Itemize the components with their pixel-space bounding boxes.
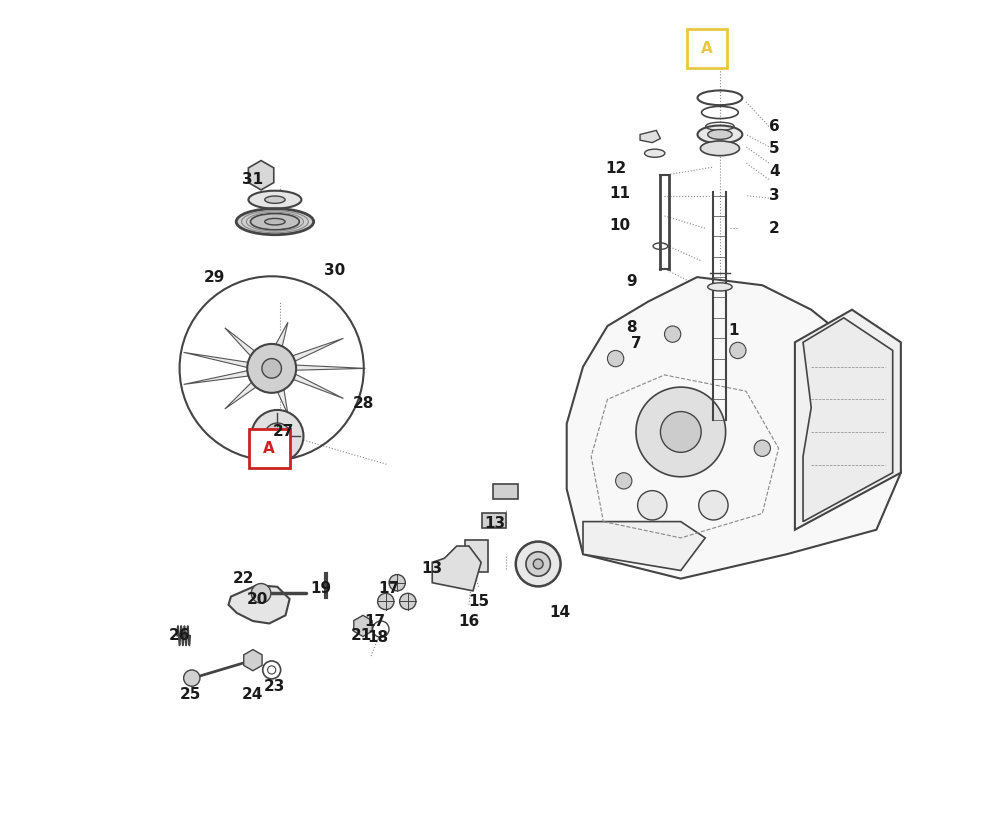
Text: 9: 9: [626, 274, 636, 289]
Circle shape: [637, 491, 666, 520]
Text: 8: 8: [626, 320, 636, 335]
Ellipse shape: [515, 542, 560, 587]
Text: 20: 20: [246, 592, 268, 606]
Text: 21: 21: [351, 628, 372, 643]
Text: 11: 11: [608, 186, 629, 200]
Ellipse shape: [644, 149, 664, 157]
Text: 16: 16: [458, 614, 479, 628]
Bar: [493, 484, 517, 499]
Polygon shape: [803, 318, 892, 522]
Circle shape: [635, 387, 724, 477]
Circle shape: [262, 359, 282, 378]
Polygon shape: [639, 130, 659, 143]
Ellipse shape: [699, 141, 738, 156]
Circle shape: [754, 440, 770, 456]
Circle shape: [729, 342, 745, 359]
Text: 10: 10: [608, 218, 629, 233]
Text: 17: 17: [365, 614, 386, 628]
Ellipse shape: [707, 283, 731, 291]
Text: 23: 23: [264, 679, 286, 694]
Text: 17: 17: [378, 581, 399, 596]
Polygon shape: [267, 322, 288, 368]
Text: 19: 19: [310, 581, 331, 596]
Text: 24: 24: [242, 687, 264, 702]
Polygon shape: [272, 338, 343, 368]
Ellipse shape: [696, 126, 741, 143]
Text: 31: 31: [242, 172, 264, 187]
Circle shape: [399, 593, 416, 610]
Text: 18: 18: [367, 630, 388, 645]
Circle shape: [615, 473, 631, 489]
Text: 30: 30: [324, 263, 345, 278]
Text: 26: 26: [168, 628, 190, 643]
Circle shape: [377, 593, 394, 610]
Text: 25: 25: [179, 687, 200, 702]
Polygon shape: [566, 277, 900, 579]
Ellipse shape: [236, 209, 314, 235]
Circle shape: [265, 423, 291, 449]
Text: 2: 2: [769, 221, 780, 236]
Polygon shape: [795, 310, 900, 530]
Text: A: A: [264, 441, 275, 456]
Circle shape: [607, 350, 623, 367]
Text: 22: 22: [232, 571, 254, 586]
Circle shape: [659, 412, 700, 452]
Polygon shape: [224, 368, 272, 409]
Polygon shape: [183, 352, 272, 369]
Text: 14: 14: [549, 606, 570, 620]
Text: 5: 5: [769, 141, 780, 156]
FancyBboxPatch shape: [248, 429, 290, 468]
Text: 13: 13: [484, 516, 505, 531]
Text: 6: 6: [769, 119, 780, 134]
Text: 1: 1: [727, 323, 738, 337]
Circle shape: [252, 410, 304, 462]
Polygon shape: [272, 368, 343, 399]
Polygon shape: [183, 368, 272, 385]
Ellipse shape: [533, 559, 542, 569]
Polygon shape: [272, 364, 365, 370]
Polygon shape: [432, 546, 481, 591]
Ellipse shape: [265, 218, 285, 225]
Polygon shape: [271, 368, 288, 415]
Bar: [464, 540, 487, 572]
Circle shape: [389, 575, 405, 591]
Circle shape: [183, 670, 199, 686]
Text: 13: 13: [421, 562, 442, 576]
Text: 7: 7: [630, 337, 640, 351]
Text: 27: 27: [273, 425, 294, 439]
Ellipse shape: [265, 196, 285, 204]
Circle shape: [698, 491, 727, 520]
Text: 28: 28: [352, 396, 374, 411]
Ellipse shape: [250, 214, 299, 230]
Text: 15: 15: [468, 594, 489, 609]
Text: 4: 4: [769, 164, 780, 178]
Polygon shape: [224, 328, 272, 368]
FancyBboxPatch shape: [685, 29, 726, 68]
Text: A: A: [700, 42, 712, 56]
Bar: [481, 513, 506, 528]
Text: 29: 29: [203, 270, 225, 284]
Ellipse shape: [707, 130, 731, 139]
Polygon shape: [582, 522, 704, 570]
Ellipse shape: [248, 191, 302, 209]
Ellipse shape: [525, 552, 550, 576]
Circle shape: [246, 344, 296, 393]
Polygon shape: [228, 585, 290, 623]
Text: 12: 12: [604, 161, 625, 176]
Circle shape: [252, 584, 271, 603]
Circle shape: [664, 326, 680, 342]
Text: 3: 3: [769, 188, 780, 203]
